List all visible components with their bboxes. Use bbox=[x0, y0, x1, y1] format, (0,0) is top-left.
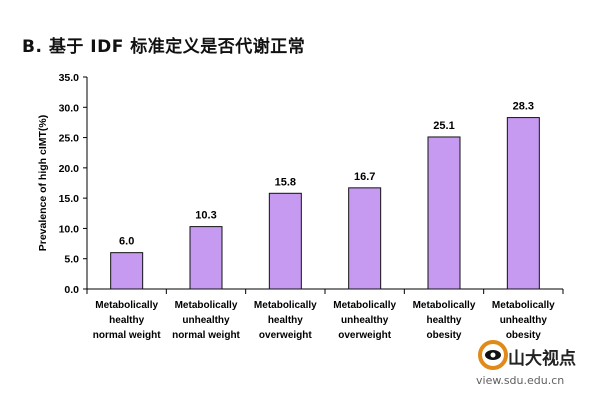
watermark-url: view.sdu.edu.cn bbox=[476, 374, 565, 387]
bar bbox=[506, 117, 540, 290]
data-label: 28.3 bbox=[513, 101, 534, 113]
y-tick-label: 25.0 bbox=[59, 133, 80, 145]
y-tick-label: 35.0 bbox=[59, 72, 80, 84]
x-category-label: Metabolically bbox=[95, 300, 158, 311]
y-tick-label: 15.0 bbox=[59, 193, 80, 205]
x-category-label: unhealthy bbox=[182, 315, 230, 326]
y-tick-label: 20.0 bbox=[59, 163, 80, 175]
sdu-logo-icon bbox=[478, 340, 508, 370]
bar bbox=[268, 192, 302, 290]
x-category-label: Metabolically bbox=[333, 300, 396, 311]
data-label: 10.3 bbox=[195, 210, 216, 222]
x-category-label: unhealthy bbox=[500, 315, 548, 326]
x-category-label: normal weight bbox=[93, 330, 161, 341]
x-category-label: Metabolically bbox=[413, 300, 476, 311]
x-category-label: healthy bbox=[109, 315, 144, 326]
x-category-label: healthy bbox=[426, 315, 461, 326]
chart-labels: 6.0 Metabolically healthy normal weight 10.3… bbox=[93, 101, 555, 341]
watermark-name: 山大视点 bbox=[508, 349, 576, 369]
x-category-label: obesity bbox=[506, 330, 541, 341]
data-label: 6.0 bbox=[119, 236, 134, 248]
bar bbox=[189, 226, 223, 290]
y-tick-label: 30.0 bbox=[59, 102, 80, 114]
watermark: 山大视点 view.sdu.edu.cn bbox=[474, 338, 594, 396]
chart-bars bbox=[110, 117, 540, 290]
x-category-label: overweight bbox=[338, 330, 391, 341]
y-tick-label: 0.0 bbox=[64, 284, 79, 296]
y-axis-label: Prevalence of high cIMT(%) bbox=[37, 115, 49, 252]
chart-axes: 0.0 5.0 10.0 15.0 20.0 25.0 30.0 35.0 Prevalence… bbox=[37, 72, 564, 296]
data-label: 16.7 bbox=[354, 171, 375, 183]
bar bbox=[348, 187, 382, 290]
y-tick-label: 5.0 bbox=[64, 254, 79, 266]
data-label: 15.8 bbox=[275, 176, 296, 188]
y-tick-label: 10.0 bbox=[59, 223, 80, 235]
x-category-label: overweight bbox=[259, 330, 312, 341]
x-category-label: Metabolically bbox=[254, 300, 317, 311]
x-category-label: normal weight bbox=[172, 330, 240, 341]
x-category-label: obesity bbox=[426, 330, 461, 341]
x-category-label: healthy bbox=[268, 315, 303, 326]
figure-title: B. 基于 IDF 标准定义是否代谢正常 bbox=[22, 37, 306, 57]
x-category-label: unhealthy bbox=[341, 315, 389, 326]
data-label: 25.1 bbox=[433, 120, 454, 132]
bar bbox=[110, 252, 144, 290]
bar bbox=[427, 136, 461, 290]
x-category-label: Metabolically bbox=[492, 300, 555, 311]
x-category-label: Metabolically bbox=[175, 300, 238, 311]
